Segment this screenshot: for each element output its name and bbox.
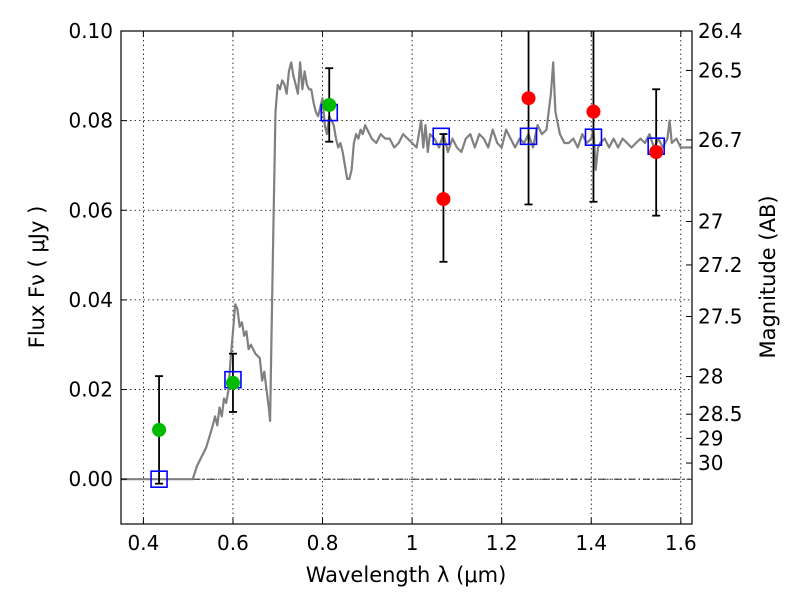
x-tick-label: 0.4 <box>127 531 159 555</box>
x-tick-label: 1.6 <box>665 531 697 555</box>
observed-flux-point <box>521 91 536 106</box>
y2-tick-label: 27 <box>698 209 723 233</box>
y-axis-title: Flux Fν ( μJy ) <box>25 206 49 349</box>
x-tick-label: 0.8 <box>307 531 339 555</box>
observed-flux-point <box>152 422 167 437</box>
grid <box>121 31 692 524</box>
model-photometry-square <box>519 127 538 146</box>
y2-axis-title: Magnitude (AB) <box>756 195 780 358</box>
model-photometry-square <box>150 470 168 488</box>
y2-tick-label: 26.7 <box>698 128 743 152</box>
y-tick-label: 0.06 <box>68 198 113 222</box>
observed-flux-point <box>225 375 240 390</box>
model-photometry-square <box>584 128 603 147</box>
y2-tick-label: 30 <box>698 451 723 475</box>
x-tick-labels: 0.4 0.6 0.8 1 1.2 1.4 1.6 <box>127 531 696 555</box>
x-tick-label: 1 <box>406 531 419 555</box>
model-photometry-square <box>432 127 451 146</box>
y-tick-label: 0.08 <box>68 109 113 133</box>
y2-tick-label: 27.2 <box>698 253 743 277</box>
x-axis-title: Wavelength λ (μm) <box>306 563 507 587</box>
y2-tick-label: 27.5 <box>698 304 743 328</box>
y-tick-label: 0.10 <box>68 19 113 43</box>
y-tick-label: 0.00 <box>68 467 113 491</box>
y-tick-labels: 0.00 0.02 0.04 0.06 0.08 0.10 <box>68 19 113 491</box>
y2-tick-label: 26.4 <box>698 19 743 43</box>
observed-flux-point <box>649 145 664 160</box>
x-tick-label: 1.4 <box>575 531 607 555</box>
y2-tick-label: 28 <box>698 365 723 389</box>
plot-frame <box>120 30 693 525</box>
model-spectrum <box>121 61 692 481</box>
markers <box>150 91 665 488</box>
y2-tick-label: 29 <box>698 426 723 450</box>
observed-flux-point <box>586 104 601 119</box>
x-tick-label: 1.2 <box>486 531 518 555</box>
y2-tick-label: 26.5 <box>698 58 743 82</box>
y-tick-label: 0.04 <box>68 288 113 312</box>
observed-flux-point <box>436 192 451 207</box>
y-tick-label: 0.02 <box>68 378 113 402</box>
observed-flux-point <box>322 97 337 112</box>
y2-tick-label: 28.5 <box>698 402 743 426</box>
x-tick-label: 0.6 <box>217 531 249 555</box>
axis-ticks <box>121 30 692 524</box>
spectrum-line <box>121 61 692 481</box>
